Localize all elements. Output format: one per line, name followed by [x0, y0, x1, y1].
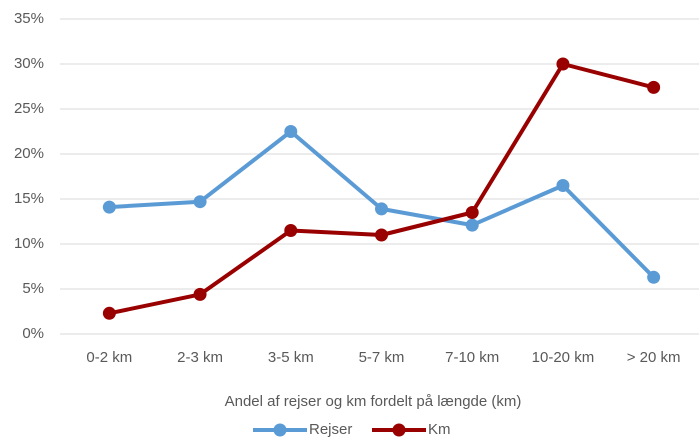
x-tick-label: 5-7 km — [359, 349, 405, 366]
y-tick-label: 20% — [14, 145, 44, 162]
y-tick-label: 5% — [22, 280, 44, 297]
x-tick-label: 10-20 km — [532, 349, 595, 366]
point — [465, 218, 479, 232]
point — [556, 57, 570, 71]
point — [647, 270, 661, 284]
point — [556, 179, 570, 192]
legend-label: Rejser — [309, 421, 352, 438]
series-line — [108, 62, 655, 316]
point — [647, 80, 661, 94]
point — [284, 224, 298, 237]
y-tick-label: 25% — [14, 100, 44, 117]
point — [375, 228, 388, 242]
point — [193, 195, 207, 209]
x-tick-label: 7-10 km — [445, 349, 499, 366]
y-tick-label: 0% — [22, 325, 44, 342]
point — [193, 287, 207, 301]
point — [284, 125, 298, 138]
point — [102, 306, 116, 320]
x-tick-label: 0-2 km — [86, 349, 132, 366]
point — [102, 200, 116, 214]
legend-marker — [273, 423, 287, 437]
x-tick-label: > 20 km — [627, 349, 681, 366]
x-axis-label: Andel af rejser og km fordelt på længde … — [225, 393, 522, 410]
y-tick-label: 10% — [14, 235, 44, 252]
y-tick-label: 35% — [14, 10, 44, 27]
legend-label: Km — [428, 421, 451, 438]
x-tick-label: 3-5 km — [268, 349, 314, 366]
y-tick-label: 30% — [14, 55, 44, 72]
y-tick-label: 15% — [14, 190, 44, 207]
point — [465, 206, 479, 219]
legend-marker — [392, 423, 406, 437]
x-tick-label: 2-3 km — [177, 349, 223, 366]
point — [375, 202, 388, 216]
